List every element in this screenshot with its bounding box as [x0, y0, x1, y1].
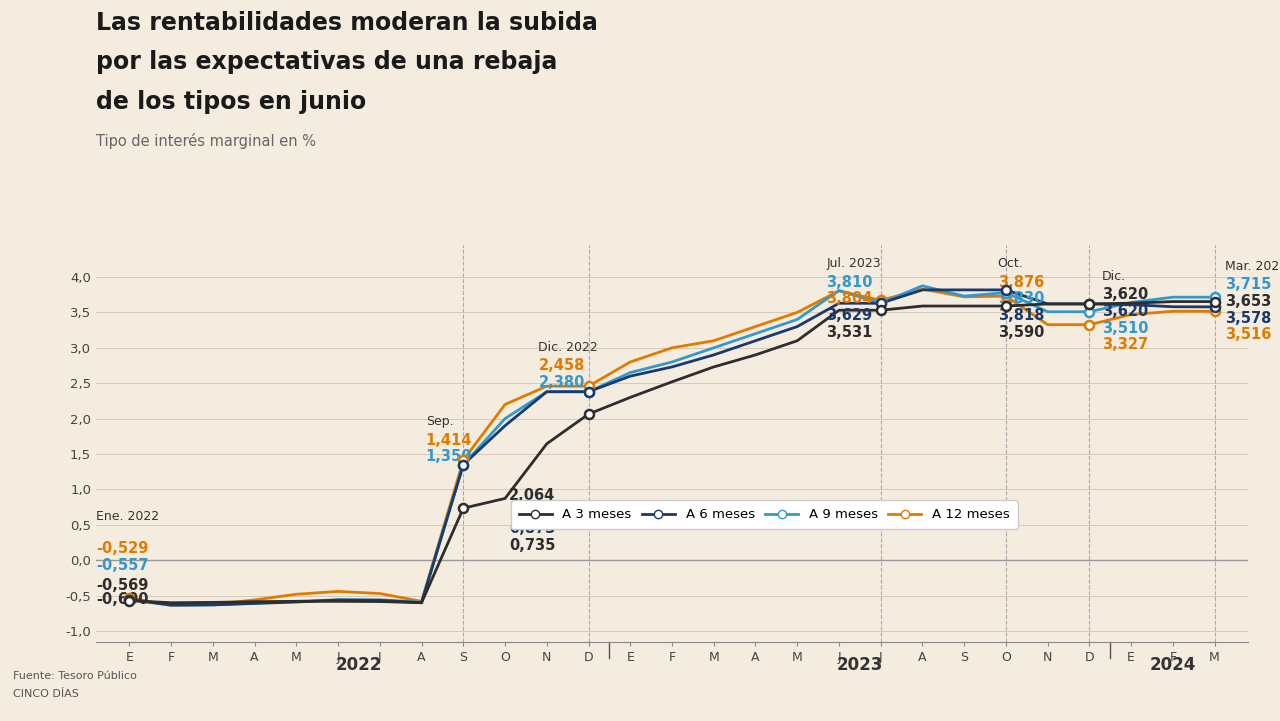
Text: -0,557: -0,557	[96, 557, 148, 572]
Text: 3,510: 3,510	[1102, 321, 1148, 336]
Text: por las expectativas de una rebaja: por las expectativas de una rebaja	[96, 50, 557, 74]
Text: 3,620: 3,620	[1102, 304, 1148, 319]
Text: 2,458: 2,458	[539, 358, 585, 373]
Text: 2,064: 2,064	[509, 488, 556, 503]
Text: Mar. 2024: Mar. 2024	[1225, 260, 1280, 273]
Text: 3,516: 3,516	[1225, 327, 1271, 342]
Text: Jul. 2023: Jul. 2023	[827, 257, 881, 270]
Text: Las rentabilidades moderan la subida: Las rentabilidades moderan la subida	[96, 11, 598, 35]
Text: -0,569: -0,569	[96, 578, 148, 593]
Text: de los tipos en junio: de los tipos en junio	[96, 90, 366, 114]
Text: 3,876: 3,876	[997, 275, 1043, 290]
Text: 3,818: 3,818	[997, 308, 1044, 323]
Text: Ene. 2022: Ene. 2022	[96, 510, 159, 523]
Text: 3,629: 3,629	[827, 308, 873, 323]
Text: Oct.: Oct.	[997, 257, 1023, 270]
Text: 3,715: 3,715	[1225, 278, 1271, 293]
Text: CINCO DÍAS: CINCO DÍAS	[13, 689, 78, 699]
Legend: A 3 meses, A 6 meses, A 9 meses, A 12 meses: A 3 meses, A 6 meses, A 9 meses, A 12 me…	[511, 500, 1018, 529]
Text: 3,830: 3,830	[997, 291, 1044, 306]
Text: 0,873: 0,873	[509, 521, 556, 536]
Text: 2023: 2023	[837, 656, 883, 674]
Text: 3,620: 3,620	[1102, 288, 1148, 302]
Text: 3,653: 3,653	[1225, 294, 1271, 309]
Text: 3,590: 3,590	[997, 324, 1044, 340]
Text: -0,529: -0,529	[96, 541, 148, 556]
Text: 1,645: 1,645	[509, 505, 556, 520]
Text: 3,327: 3,327	[1102, 337, 1148, 353]
Text: 3,578: 3,578	[1225, 311, 1271, 326]
Text: 3,810: 3,810	[827, 275, 873, 290]
Text: 3,531: 3,531	[827, 324, 873, 340]
Text: 2,380: 2,380	[539, 375, 585, 390]
Text: 2024: 2024	[1149, 656, 1196, 674]
Text: 1,414: 1,414	[426, 433, 472, 448]
Text: 1,350: 1,350	[426, 449, 472, 464]
Text: Dic. 2022: Dic. 2022	[539, 341, 598, 354]
Text: 3,804: 3,804	[827, 291, 873, 306]
Text: 2022: 2022	[335, 656, 383, 674]
Text: -0,600: -0,600	[96, 593, 148, 607]
Text: Fuente: Tesoro Público: Fuente: Tesoro Público	[13, 671, 137, 681]
Text: Dic.: Dic.	[1102, 270, 1126, 283]
Text: 0,735: 0,735	[509, 538, 556, 553]
Text: Sep.: Sep.	[426, 415, 453, 428]
Text: Tipo de interés marginal en %: Tipo de interés marginal en %	[96, 133, 316, 149]
